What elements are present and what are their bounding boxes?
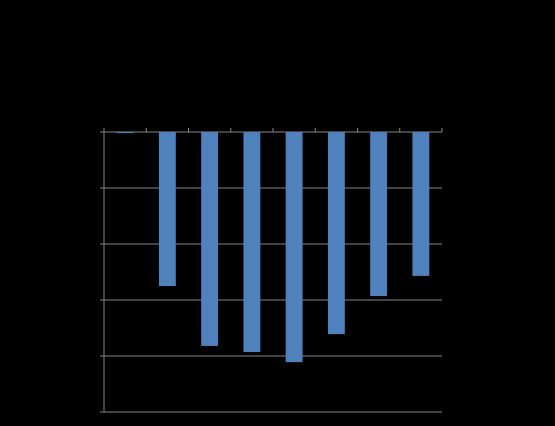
y-tick-label: -3 [86, 294, 96, 306]
bar [412, 132, 430, 276]
y-tick-label: -1 [86, 182, 96, 194]
bar [243, 132, 261, 353]
bar [116, 132, 134, 134]
y-tick-label: -4 [86, 350, 96, 362]
y-tick-label: -5 [86, 406, 96, 418]
bar [285, 132, 303, 363]
bar [158, 132, 176, 286]
y-tick-label: 0 [90, 126, 96, 138]
bar [327, 132, 345, 335]
bar [201, 132, 219, 346]
bar [370, 132, 388, 297]
y-tick-label: -2 [86, 238, 96, 250]
